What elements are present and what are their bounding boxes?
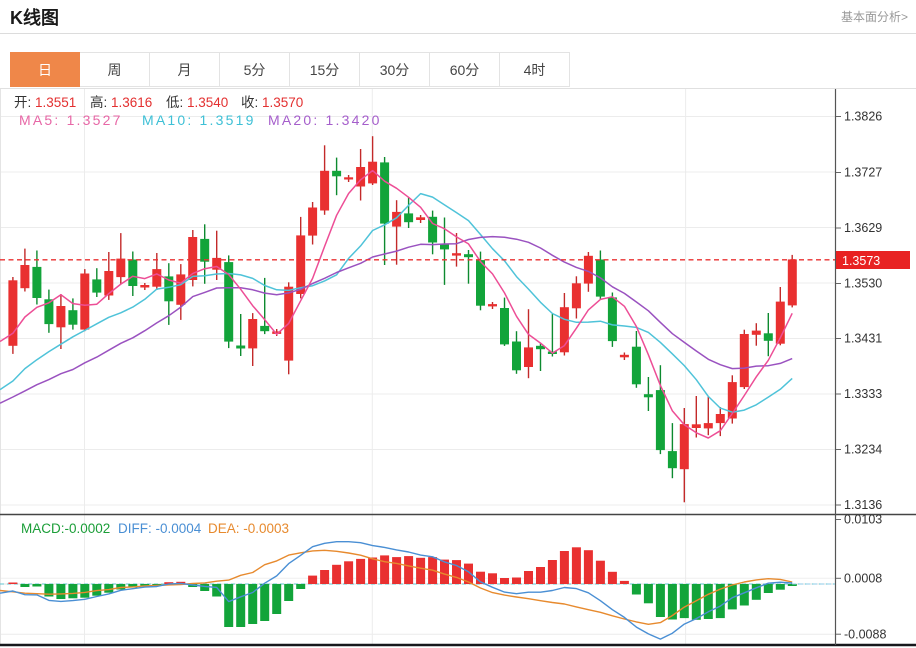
svg-text:1.3826: 1.3826 [844, 110, 882, 124]
svg-text:1.3136: 1.3136 [844, 498, 882, 512]
svg-text:-0.0088: -0.0088 [844, 627, 886, 641]
svg-text:1.3727: 1.3727 [844, 166, 882, 180]
svg-text:0.0103: 0.0103 [844, 513, 882, 527]
svg-text:1.3333: 1.3333 [844, 387, 882, 401]
svg-text:1.3234: 1.3234 [844, 443, 882, 457]
svg-text:1.3573: 1.3573 [842, 254, 880, 268]
svg-text:1.3530: 1.3530 [844, 277, 882, 291]
svg-text:0.0008: 0.0008 [844, 572, 882, 586]
svg-text:1.3629: 1.3629 [844, 221, 882, 235]
svg-text:1.3431: 1.3431 [844, 332, 882, 346]
